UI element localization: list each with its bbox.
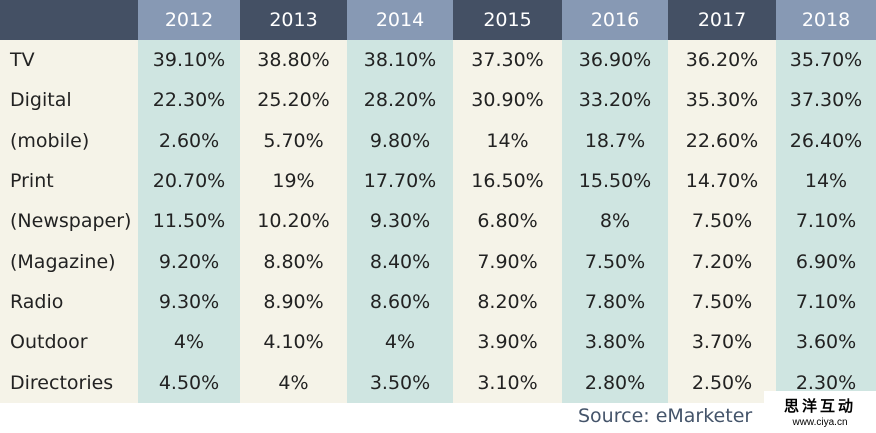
table-cell: 17.70% — [347, 160, 453, 202]
table-cell: 22.30% — [138, 80, 240, 121]
table-body: TV 39.10% 38.80% 38.10% 37.30% 36.90% 36.20% 35… — [0, 40, 876, 403]
table-cell: 14% — [453, 120, 562, 161]
table-cell: 4% — [138, 322, 240, 363]
table-cell: 2.60% — [138, 120, 240, 161]
table-cell: 37.30% — [453, 40, 562, 81]
table-cell: 36.90% — [562, 40, 668, 81]
row-label: (mobile) — [0, 120, 138, 161]
column-header-2012: 2012 — [138, 0, 240, 40]
watermark-name: 思洋互动 — [783, 397, 856, 415]
table-cell: 9.80% — [347, 120, 453, 161]
table-cell: 2.80% — [562, 362, 668, 403]
table-cell: 7.90% — [453, 241, 562, 282]
table-cell: 3.50% — [347, 362, 453, 403]
row-label: Print — [0, 160, 138, 202]
row-label: Radio — [0, 281, 138, 323]
watermark-logo: 思洋互动 www.ciya.cn — [764, 391, 876, 433]
table-row: TV 39.10% 38.80% 38.10% 37.30% 36.90% 36.20% 35… — [0, 40, 876, 81]
table-cell: 4% — [240, 362, 347, 403]
row-label: (Newspaper) — [0, 201, 138, 242]
table-cell: 26.40% — [776, 120, 876, 161]
table-cell: 7.80% — [562, 281, 668, 323]
column-header-2014: 2014 — [347, 0, 453, 40]
column-header-2017: 2017 — [668, 0, 776, 40]
table-row: (Magazine) 9.20% 8.80% 8.40% 7.90% 7.50% 7.20%… — [0, 241, 876, 282]
row-label: Directories — [0, 362, 138, 403]
table-cell: 8.80% — [240, 241, 347, 282]
table-row: Directories 4.50% 4% 3.50% 3.10% 2.80% 2.50% 2.… — [0, 362, 876, 403]
table-cell: 3.90% — [453, 322, 562, 363]
watermark-url: www.ciya.cn — [792, 417, 848, 428]
table-cell: 6.90% — [776, 241, 876, 282]
table-row: Radio 9.30% 8.90% 8.60% 8.20% 7.80% 7.50% 7.10% — [0, 281, 876, 323]
table-cell: 16.50% — [453, 160, 562, 202]
data-table: 2012 2013 2014 2015 2016 2017 2018 TV 39.10% 38.… — [0, 0, 876, 403]
table-cell: 25.20% — [240, 80, 347, 121]
table-cell: 10.20% — [240, 201, 347, 242]
table-cell: 20.70% — [138, 160, 240, 202]
table-cell: 18.7% — [562, 120, 668, 161]
table-cell: 35.30% — [668, 80, 776, 121]
table-cell: 3.80% — [562, 322, 668, 363]
table-cell: 28.20% — [347, 80, 453, 121]
column-header-2015: 2015 — [453, 0, 562, 40]
table-cell: 6.80% — [453, 201, 562, 242]
table-cell: 9.30% — [347, 201, 453, 242]
table-cell: 7.10% — [776, 201, 876, 242]
table-cell: 7.50% — [668, 201, 776, 242]
table-cell: 3.70% — [668, 322, 776, 363]
row-label: Outdoor — [0, 322, 138, 363]
table-cell: 3.60% — [776, 322, 876, 363]
table-cell: 14% — [776, 160, 876, 202]
table-row: Outdoor 4% 4.10% 4% 3.90% 3.80% 3.70% 3.60% — [0, 322, 876, 363]
table-cell: 8.40% — [347, 241, 453, 282]
table-cell: 7.10% — [776, 281, 876, 323]
row-label: (Magazine) — [0, 241, 138, 282]
column-header-2016: 2016 — [562, 0, 668, 40]
table-cell: 11.50% — [138, 201, 240, 242]
row-label: Digital — [0, 80, 138, 121]
table-cell: 7.50% — [668, 281, 776, 323]
table-cell: 7.20% — [668, 241, 776, 282]
table-cell: 36.20% — [668, 40, 776, 81]
table-cell: 22.60% — [668, 120, 776, 161]
table-cell: 2.50% — [668, 362, 776, 403]
table-cell: 5.70% — [240, 120, 347, 161]
header-row: 2012 2013 2014 2015 2016 2017 2018 — [0, 0, 876, 40]
table-cell: 19% — [240, 160, 347, 202]
table-cell: 38.80% — [240, 40, 347, 81]
table-row: Digital 22.30% 25.20% 28.20% 30.90% 33.20% 35.… — [0, 80, 876, 121]
table-cell: 4.10% — [240, 322, 347, 363]
table-cell: 9.30% — [138, 281, 240, 323]
table-cell: 33.20% — [562, 80, 668, 121]
header-corner — [0, 0, 138, 40]
table-cell: 14.70% — [668, 160, 776, 202]
table-cell: 3.10% — [453, 362, 562, 403]
table-cell: 9.20% — [138, 241, 240, 282]
table-cell: 30.90% — [453, 80, 562, 121]
table-cell: 4% — [347, 322, 453, 363]
table-cell: 7.50% — [562, 241, 668, 282]
table-cell: 8.60% — [347, 281, 453, 323]
table-cell: 8% — [562, 201, 668, 242]
table-cell: 4.50% — [138, 362, 240, 403]
table-cell: 35.70% — [776, 40, 876, 81]
column-header-2013: 2013 — [240, 0, 347, 40]
table-cell: 8.90% — [240, 281, 347, 323]
table-cell: 38.10% — [347, 40, 453, 81]
table-cell: 8.20% — [453, 281, 562, 323]
table-row: (mobile) 2.60% 5.70% 9.80% 14% 18.7% 22.60% 26.… — [0, 120, 876, 161]
source-note: Source: eMarketer — [578, 405, 753, 427]
table-cell: 37.30% — [776, 80, 876, 121]
table-cell: 39.10% — [138, 40, 240, 81]
table-row: Print 20.70% 19% 17.70% 16.50% 15.50% 14.70% 14… — [0, 160, 876, 202]
column-header-2018: 2018 — [776, 0, 876, 40]
table-row: (Newspaper) 11.50% 10.20% 9.30% 6.80% 8% 7.50%… — [0, 201, 876, 242]
table-cell: 15.50% — [562, 160, 668, 202]
table-header: 2012 2013 2014 2015 2016 2017 2018 — [0, 0, 876, 40]
row-label: TV — [0, 40, 138, 81]
